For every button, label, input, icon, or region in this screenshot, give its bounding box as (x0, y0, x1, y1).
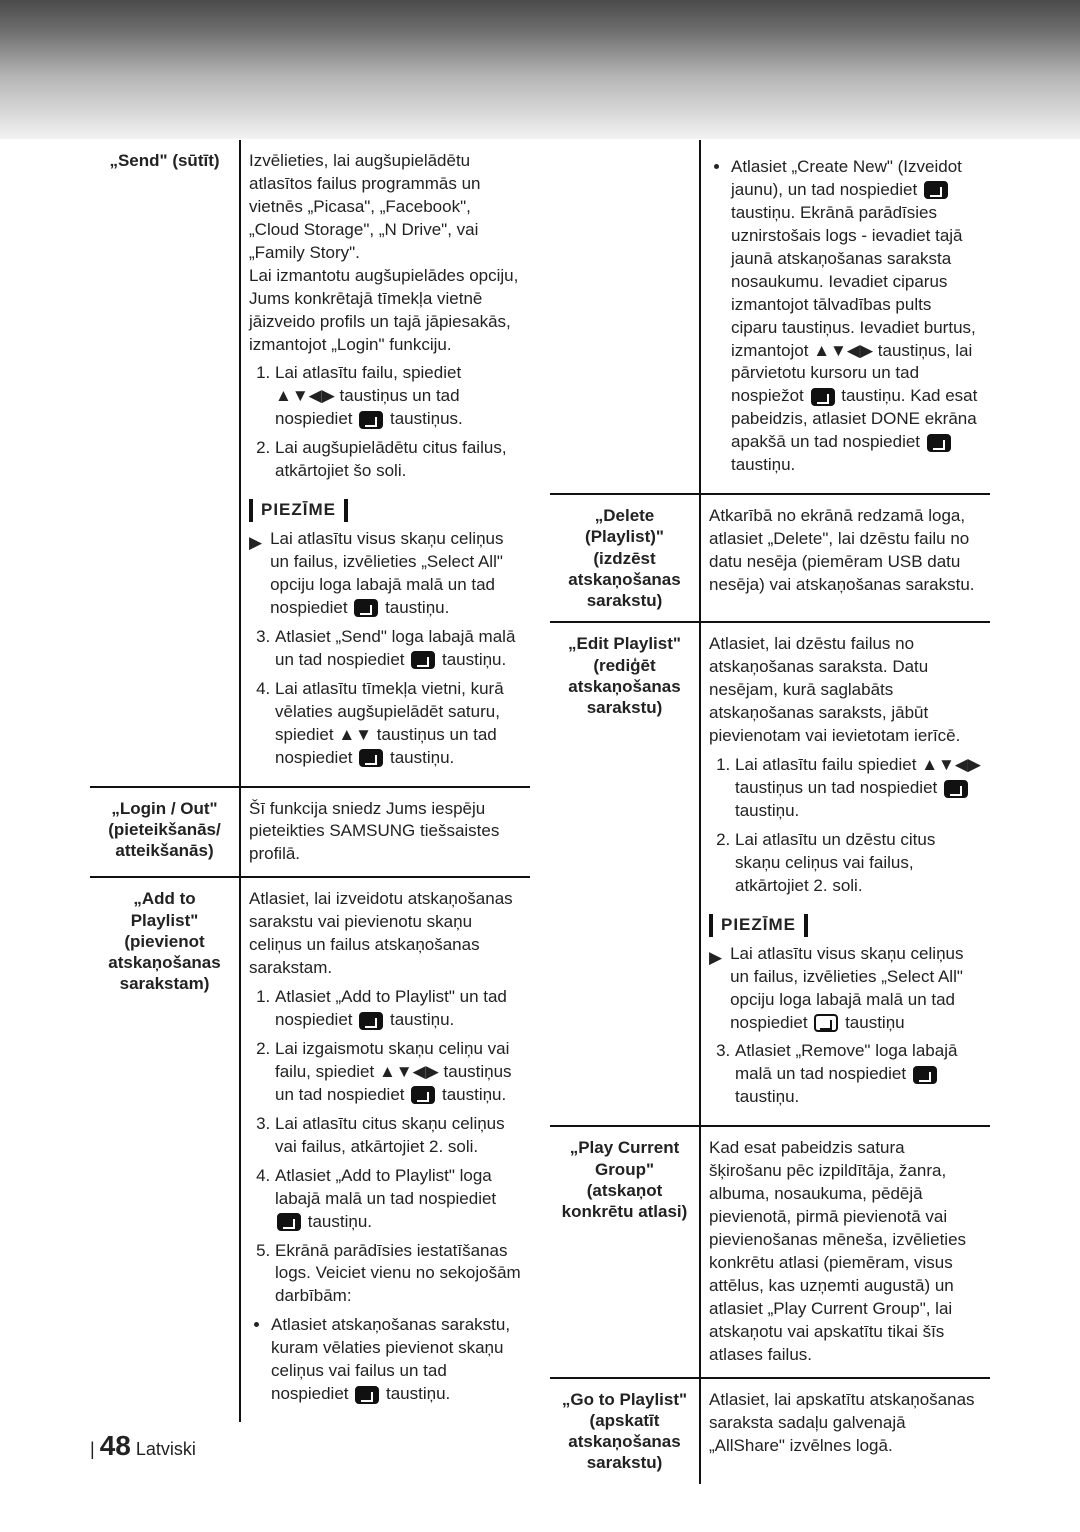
table-row: Atlasiet „Create New" (Izveidot jaunu), … (550, 140, 990, 494)
enter-icon (411, 651, 435, 669)
note-body: ▶ Lai atlasītu visus skaņu celiņus un fa… (709, 943, 982, 1035)
note-body: ▶ Lai atlasītu visus skaņu celiņus un fa… (249, 528, 522, 620)
enter-icon (924, 181, 948, 199)
content-columns: „Send" (sūtīt) Izvēlieties, lai augšupie… (90, 140, 990, 1484)
list-item: Lai atlasītu failu, spiediet ▲▼◀▶ tausti… (275, 362, 522, 431)
table-row: „Go to Playlist" (apskatīt atskaņošanas … (550, 1378, 990, 1484)
list-item: Ekrānā parādīsies iestatīšanas logs. Vei… (275, 1240, 522, 1309)
note-label: PIEZĪME (709, 914, 808, 937)
table-row: „Add to Playlist" (pievienot atskaņošana… (90, 877, 530, 1422)
row-delete-title: „Delete (Playlist)" (izdzēst atskaņošana… (550, 494, 700, 622)
page-header-band (0, 0, 1080, 140)
enter-icon (359, 411, 383, 429)
create-bullets: Atlasiet „Create New" (Izveidot jaunu), … (709, 156, 982, 477)
arrow-all-icon: ▲▼◀▶ (275, 385, 335, 408)
add-steps: Atlasiet „Add to Playlist" un tad nospie… (249, 986, 522, 1308)
list-item: Atlasiet „Remove" loga labajā malā un ta… (735, 1040, 982, 1109)
row-send-body: Izvēlieties, lai augšupielādētu atlasīto… (240, 140, 530, 787)
enter-icon (811, 388, 835, 406)
send-intro: Izvēlieties, lai augšupielādētu atlasīto… (249, 150, 522, 356)
edit-steps-cont: Atlasiet „Remove" loga labajā malā un ta… (709, 1040, 982, 1109)
page-number: 48 (100, 1430, 131, 1461)
table-row: „Send" (sūtīt) Izvēlieties, lai augšupie… (90, 140, 530, 787)
list-item: Atlasiet atskaņošanas sarakstu, kuram vē… (271, 1314, 522, 1406)
enter-icon (277, 1213, 301, 1231)
table-row: „Delete (Playlist)" (izdzēst atskaņošana… (550, 494, 990, 622)
left-column: „Send" (sūtīt) Izvēlieties, lai augšupie… (90, 140, 530, 1484)
enter-icon (411, 1086, 435, 1104)
add-bullets: Atlasiet atskaņošanas sarakstu, kuram vē… (249, 1314, 522, 1406)
page: „Send" (sūtīt) Izvēlieties, lai augšupie… (0, 0, 1080, 1532)
list-item: Lai atlasītu tīmekļa vietni, kurā vēlati… (275, 678, 522, 770)
enter-icon (814, 1014, 838, 1032)
row-login-title: „Login / Out" (pieteikšanās/ atteikšanās… (90, 787, 240, 878)
list-item: Atlasiet „Add to Playlist" un tad nospie… (275, 986, 522, 1032)
left-table: „Send" (sūtīt) Izvēlieties, lai augšupie… (90, 140, 530, 1422)
row-goto-title: „Go to Playlist" (apskatīt atskaņošanas … (550, 1378, 700, 1484)
enter-icon (355, 1386, 379, 1404)
arrow-all-icon: ▲▼◀▶ (813, 340, 873, 363)
send-steps-cont: Atlasiet „Send" loga labajā malā un tad … (249, 626, 522, 770)
row-edit-body: Atlasiet, lai dzēstu failus no atskaņoša… (700, 622, 990, 1126)
list-item: Lai atlasītu citus skaņu celiņus vai fai… (275, 1113, 522, 1159)
enter-icon (927, 434, 951, 452)
enter-icon (354, 599, 378, 617)
arrow-all-icon: ▲▼◀▶ (921, 754, 981, 777)
page-language: Latviski (136, 1439, 196, 1459)
edit-steps: Lai atlasītu failu spiediet ▲▼◀▶ taustiņ… (709, 754, 982, 898)
table-row: „Play Current Group" (atskaņot konkrētu … (550, 1126, 990, 1377)
row-login-body: Šī funkcija sniedz Jums iespēju pieteikt… (240, 787, 530, 878)
row-create-title (550, 140, 700, 494)
row-delete-body: Atkarībā no ekrānā redzamā loga, atlasie… (700, 494, 990, 622)
arrow-updown-icon: ▲▼ (338, 724, 372, 747)
right-table: Atlasiet „Create New" (Izveidot jaunu), … (550, 140, 990, 1484)
right-column: Atlasiet „Create New" (Izveidot jaunu), … (550, 140, 990, 1484)
list-item: Lai izgaismotu skaņu celiņu vai failu, s… (275, 1038, 522, 1107)
list-item: Lai atlasītu un dzēstu citus skaņu celiņ… (735, 829, 982, 898)
triangle-icon: ▶ (249, 532, 262, 555)
row-edit-title: „Edit Playlist" (rediģēt atskaņošanas sa… (550, 622, 700, 1126)
row-goto-body: Atlasiet, lai apskatītu atskaņošanas sar… (700, 1378, 990, 1484)
note-label: PIEZĪME (249, 499, 348, 522)
row-playcurrent-title: „Play Current Group" (atskaņot konkrētu … (550, 1126, 700, 1377)
enter-icon (913, 1066, 937, 1084)
enter-icon (359, 1012, 383, 1030)
table-row: „Edit Playlist" (rediģēt atskaņošanas sa… (550, 622, 990, 1126)
row-playcurrent-body: Kad esat pabeidzis satura šķirošanu pēc … (700, 1126, 990, 1377)
arrow-all-icon: ▲▼◀▶ (379, 1061, 439, 1084)
page-footer: | 48 Latviski (90, 1430, 196, 1462)
triangle-icon: ▶ (709, 947, 722, 970)
list-item: Atlasiet „Add to Playlist" loga labajā m… (275, 1165, 522, 1234)
row-add-body: Atlasiet, lai izveidotu atskaņošanas sar… (240, 877, 530, 1422)
list-item: Lai augšupielādētu citus failus, atkārto… (275, 437, 522, 483)
list-item: Atlasiet „Send" loga labajā malā un tad … (275, 626, 522, 672)
list-item: Lai atlasītu failu spiediet ▲▼◀▶ taustiņ… (735, 754, 982, 823)
list-item: Atlasiet „Create New" (Izveidot jaunu), … (731, 156, 982, 477)
send-steps: Lai atlasītu failu, spiediet ▲▼◀▶ tausti… (249, 362, 522, 483)
enter-icon (944, 780, 968, 798)
table-row: „Login / Out" (pieteikšanās/ atteikšanās… (90, 787, 530, 878)
row-create-body: Atlasiet „Create New" (Izveidot jaunu), … (700, 140, 990, 494)
row-add-title: „Add to Playlist" (pievienot atskaņošana… (90, 877, 240, 1422)
enter-icon (359, 749, 383, 767)
row-send-title: „Send" (sūtīt) (90, 140, 240, 787)
